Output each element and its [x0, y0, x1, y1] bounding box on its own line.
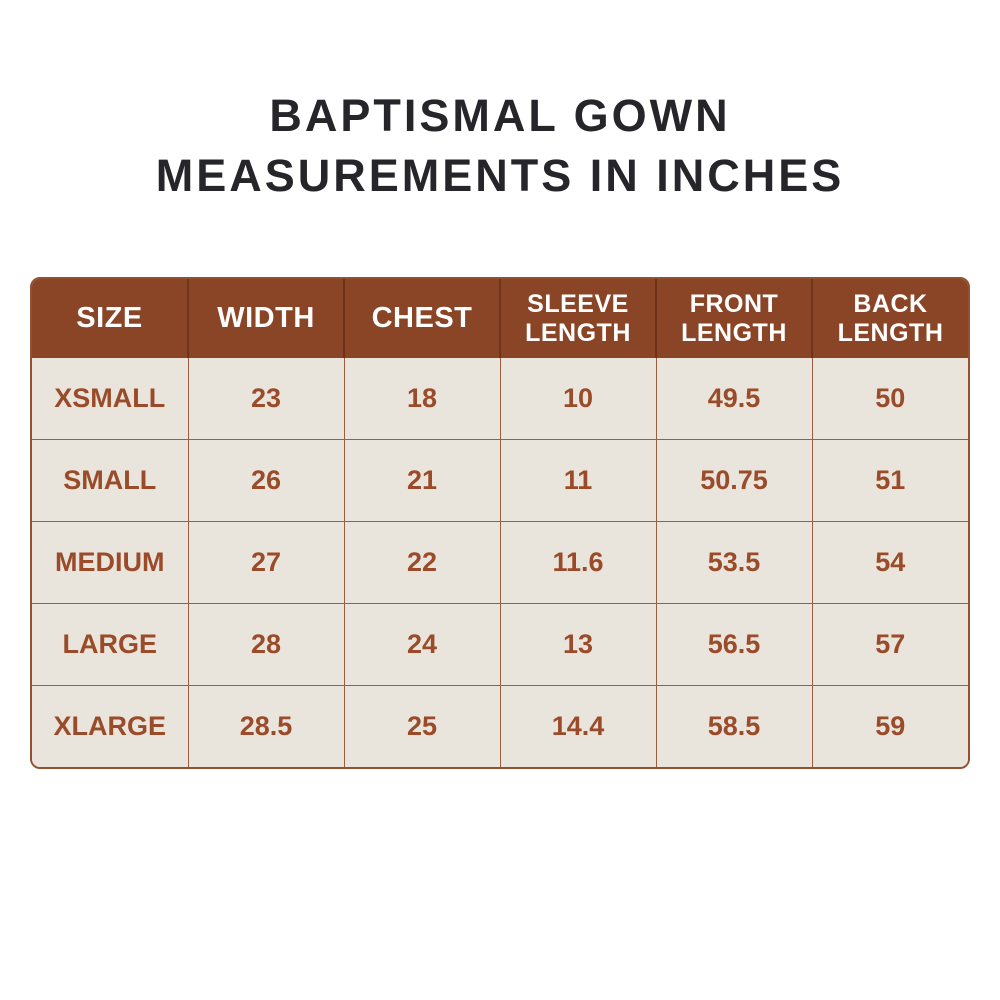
measurement-cell: 59: [812, 685, 968, 767]
measurement-cell: 28: [188, 603, 345, 686]
measurement-cell: 22: [344, 521, 501, 604]
size-chart-row-large: LARGE 28 24 13 56.5 57: [32, 603, 968, 686]
measurement-cell: 26: [188, 439, 345, 522]
measurement-cell: 21: [344, 439, 501, 522]
measurement-cell: 50: [812, 358, 968, 440]
row-label: XSMALL: [32, 358, 189, 440]
measurement-cell: 56.5: [656, 603, 813, 686]
measurement-cell: 13: [500, 603, 657, 686]
header-cell-width: WIDTH: [188, 279, 345, 358]
size-chart-table: SIZE WIDTH CHEST SLEEVE LENGTH FRONT LEN…: [30, 277, 970, 769]
measurement-cell: 51: [812, 439, 968, 522]
measurement-cell: 10: [500, 358, 657, 440]
header-cell-front-length: FRONT LENGTH: [656, 279, 813, 358]
measurement-cell: 57: [812, 603, 968, 686]
measurement-cell: 25: [344, 685, 501, 767]
header-row: SIZE WIDTH CHEST SLEEVE LENGTH FRONT LEN…: [32, 279, 968, 358]
measurement-cell: 18: [344, 358, 501, 440]
measurement-cell: 50.75: [656, 439, 813, 522]
header-cell-sleeve-length: SLEEVE LENGTH: [500, 279, 657, 358]
header-cell-size: SIZE: [32, 279, 189, 358]
row-label: LARGE: [32, 603, 189, 686]
measurement-cell: 23: [188, 358, 345, 440]
size-chart-row-medium: MEDIUM 27 22 11.6 53.5 54: [32, 521, 968, 604]
measurement-cell: 53.5: [656, 521, 813, 604]
header-cell-chest: CHEST: [344, 279, 501, 358]
measurement-cell: 11: [500, 439, 657, 522]
measurement-cell: 27: [188, 521, 345, 604]
measurement-cell: 58.5: [656, 685, 813, 767]
page-title-line1: BAPTISMAL GOWN: [269, 90, 731, 141]
row-label: XLARGE: [32, 685, 189, 767]
size-chart-row-small: SMALL 26 21 11 50.75 51: [32, 439, 968, 522]
header-cell-back-length: BACK LENGTH: [812, 279, 968, 358]
measurement-cell: 54: [812, 521, 968, 604]
page-title-line2: MEASUREMENTS IN INCHES: [155, 150, 845, 201]
size-chart-row-xlarge: XLARGE 28.5 25 14.4 58.5 59: [32, 685, 968, 767]
page-title: BAPTISMAL GOWN MEASUREMENTS IN INCHES: [0, 86, 1000, 206]
row-label: SMALL: [32, 439, 189, 522]
size-chart-row-xsmall: XSMALL 23 18 10 49.5 50: [32, 358, 968, 440]
measurement-cell: 24: [344, 603, 501, 686]
measurement-cell: 11.6: [500, 521, 657, 604]
measurement-cell: 49.5: [656, 358, 813, 440]
measurement-cell: 14.4: [500, 685, 657, 767]
measurement-cell: 28.5: [188, 685, 345, 767]
row-label: MEDIUM: [32, 521, 189, 604]
